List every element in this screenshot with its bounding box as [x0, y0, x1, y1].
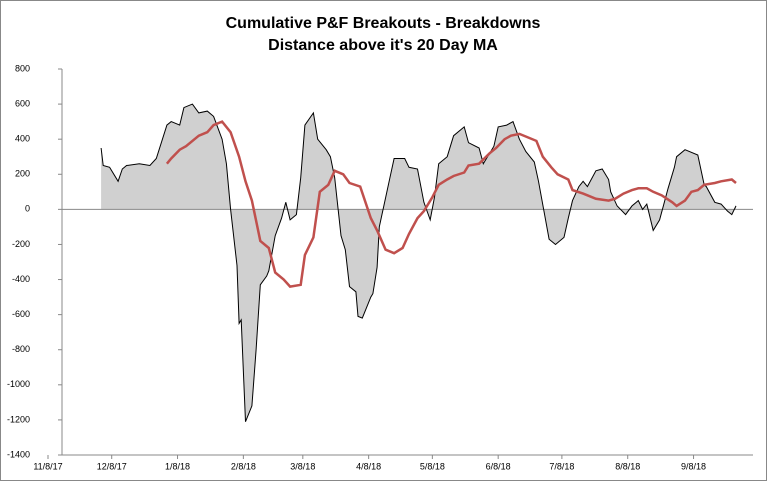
y-tick-label: -800: [12, 344, 30, 354]
x-tick-label: 11/8/17: [33, 461, 62, 471]
chart-title: Cumulative P&F Breakouts - Breakdowns: [226, 15, 541, 32]
x-tick-label: 9/8/18: [681, 461, 706, 471]
x-tick-label: 1/8/18: [165, 461, 190, 471]
x-tick-label: 12/8/17: [97, 461, 127, 471]
y-tick-label: 400: [15, 134, 30, 144]
y-tick-label: 600: [15, 98, 30, 108]
x-tick-label: 5/8/18: [420, 461, 445, 471]
y-tick-label: 200: [15, 169, 30, 179]
y-tick-label: -1200: [7, 414, 30, 424]
y-tick-label: -1000: [7, 379, 30, 389]
x-tick-label: 2/8/18: [231, 461, 256, 471]
area: [101, 104, 737, 422]
x-tick-label: 7/8/18: [549, 461, 574, 471]
line: [165, 120, 737, 288]
x-tick-label: 4/8/18: [356, 461, 381, 471]
y-tick-label: -1400: [7, 449, 30, 459]
x-tick-label: 8/8/18: [615, 461, 640, 471]
chart-subtitle: Distance above it's 20 Day MA: [268, 37, 498, 54]
y-tick-label: 800: [15, 63, 30, 73]
x-tick-label: 3/8/18: [290, 461, 315, 471]
y-tick-label: -400: [12, 274, 30, 284]
x-tick-label: 6/8/18: [486, 461, 511, 471]
line: [100, 103, 737, 422]
y-tick-label: 0: [25, 204, 30, 214]
y-tick-label: -200: [12, 239, 30, 249]
y-tick-label: -600: [12, 309, 30, 319]
